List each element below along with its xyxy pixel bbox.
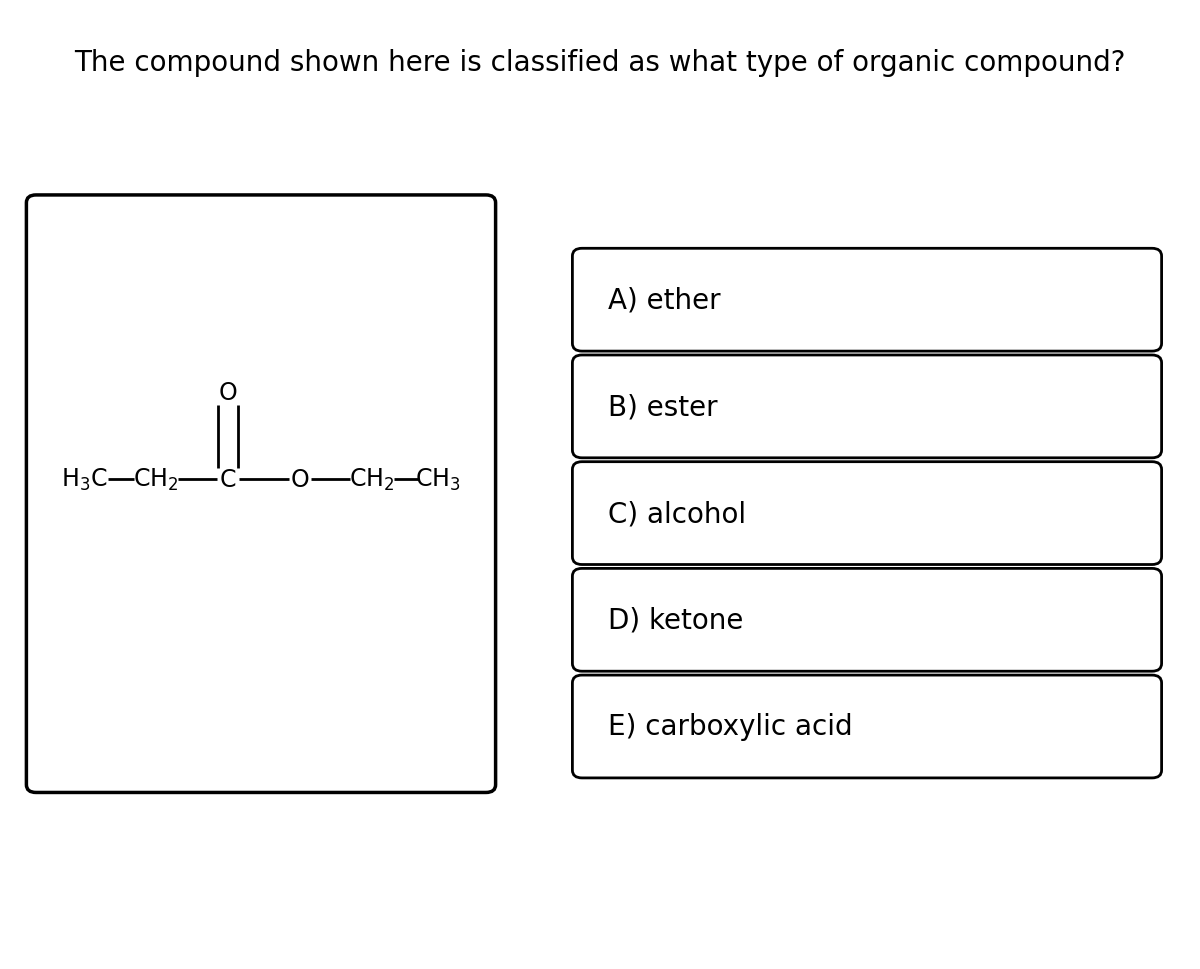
- Text: B) ester: B) ester: [608, 393, 718, 421]
- Text: $\mathregular{CH_2}$: $\mathregular{CH_2}$: [349, 466, 395, 493]
- Text: C) alcohol: C) alcohol: [608, 500, 746, 527]
- FancyBboxPatch shape: [572, 356, 1162, 458]
- Text: C: C: [220, 468, 236, 491]
- FancyBboxPatch shape: [572, 462, 1162, 565]
- Text: The compound shown here is classified as what type of organic compound?: The compound shown here is classified as…: [74, 49, 1126, 77]
- Text: O: O: [218, 381, 238, 404]
- FancyBboxPatch shape: [572, 249, 1162, 352]
- Text: $\mathregular{CH_3}$: $\mathregular{CH_3}$: [415, 466, 461, 493]
- Text: A) ether: A) ether: [608, 287, 721, 314]
- Text: $\mathregular{CH_2}$: $\mathregular{CH_2}$: [133, 466, 179, 493]
- FancyBboxPatch shape: [572, 569, 1162, 672]
- Text: $\mathregular{H_3C}$: $\mathregular{H_3C}$: [61, 466, 107, 493]
- FancyBboxPatch shape: [26, 196, 496, 793]
- Text: D) ketone: D) ketone: [608, 607, 744, 634]
- Text: E) carboxylic acid: E) carboxylic acid: [608, 713, 853, 740]
- FancyBboxPatch shape: [572, 675, 1162, 778]
- Text: O: O: [290, 468, 310, 491]
